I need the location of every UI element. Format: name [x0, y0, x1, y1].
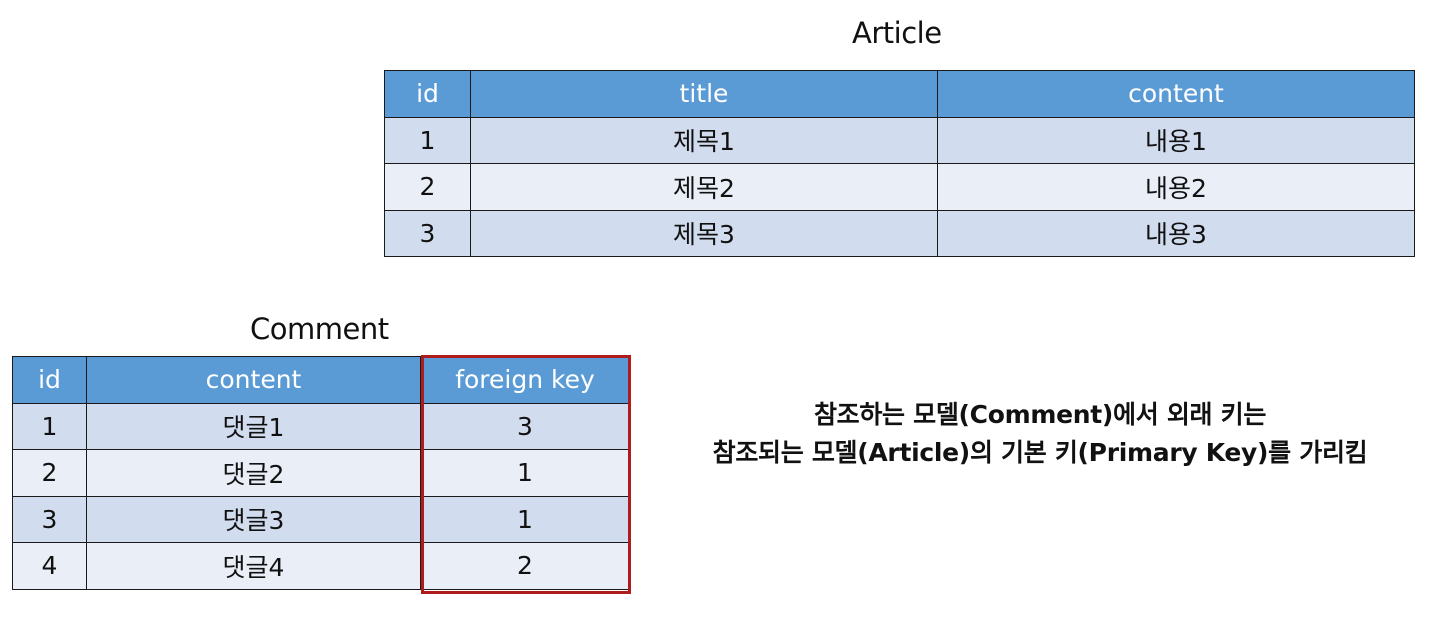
article-table: id title content 1 제목1 내용1 2 제목2 내용2 3 제…: [384, 70, 1415, 257]
comment-row: 3 댓글3 1: [12, 495, 630, 543]
comment-cell-id: 1: [12, 402, 87, 450]
comment-col-id: id: [12, 356, 87, 404]
comment-table: id content foreign key 1 댓글1 3 2 댓글2 1 3…: [12, 356, 630, 590]
article-cell-title: 제목3: [470, 209, 938, 257]
article-cell-content: 내용3: [937, 209, 1415, 257]
comment-header-row: id content foreign key: [12, 356, 630, 404]
comment-row: 1 댓글1 3: [12, 402, 630, 450]
article-cell-id: 1: [384, 116, 471, 164]
article-table-title: Article: [852, 16, 942, 50]
comment-col-foreign-key: foreign key: [420, 356, 630, 404]
comment-row: 2 댓글2 1: [12, 449, 630, 497]
article-col-content: content: [937, 70, 1415, 118]
comment-cell-foreign-key: 3: [420, 402, 630, 450]
article-cell-id: 3: [384, 209, 471, 257]
article-cell-title: 제목2: [470, 163, 938, 211]
article-row: 3 제목3 내용3: [384, 209, 1415, 257]
comment-cell-content: 댓글1: [86, 402, 421, 450]
explanation-note: 참조하는 모델(Comment)에서 외래 키는 참조되는 모델(Article…: [660, 396, 1420, 472]
comment-cell-content: 댓글3: [86, 495, 421, 543]
article-row: 1 제목1 내용1: [384, 116, 1415, 164]
comment-cell-foreign-key: 1: [420, 449, 630, 497]
article-cell-content: 내용1: [937, 116, 1415, 164]
comment-cell-foreign-key: 2: [420, 542, 630, 590]
comment-cell-content: 댓글4: [86, 542, 421, 590]
article-row: 2 제목2 내용2: [384, 163, 1415, 211]
comment-cell-id: 3: [12, 495, 87, 543]
article-col-title: title: [470, 70, 938, 118]
comment-cell-id: 2: [12, 449, 87, 497]
comment-table-title: Comment: [250, 312, 389, 346]
comment-cell-foreign-key: 1: [420, 495, 630, 543]
article-cell-content: 내용2: [937, 163, 1415, 211]
article-header-row: id title content: [384, 70, 1415, 118]
comment-cell-id: 4: [12, 542, 87, 590]
article-cell-id: 2: [384, 163, 471, 211]
explanation-line-1: 참조하는 모델(Comment)에서 외래 키는: [813, 400, 1267, 429]
comment-row: 4 댓글4 2: [12, 542, 630, 590]
explanation-line-2: 참조되는 모델(Article)의 기본 키(Primary Key)를 가리킴: [712, 438, 1368, 467]
comment-cell-content: 댓글2: [86, 449, 421, 497]
comment-col-content: content: [86, 356, 421, 404]
article-cell-title: 제목1: [470, 116, 938, 164]
article-col-id: id: [384, 70, 471, 118]
